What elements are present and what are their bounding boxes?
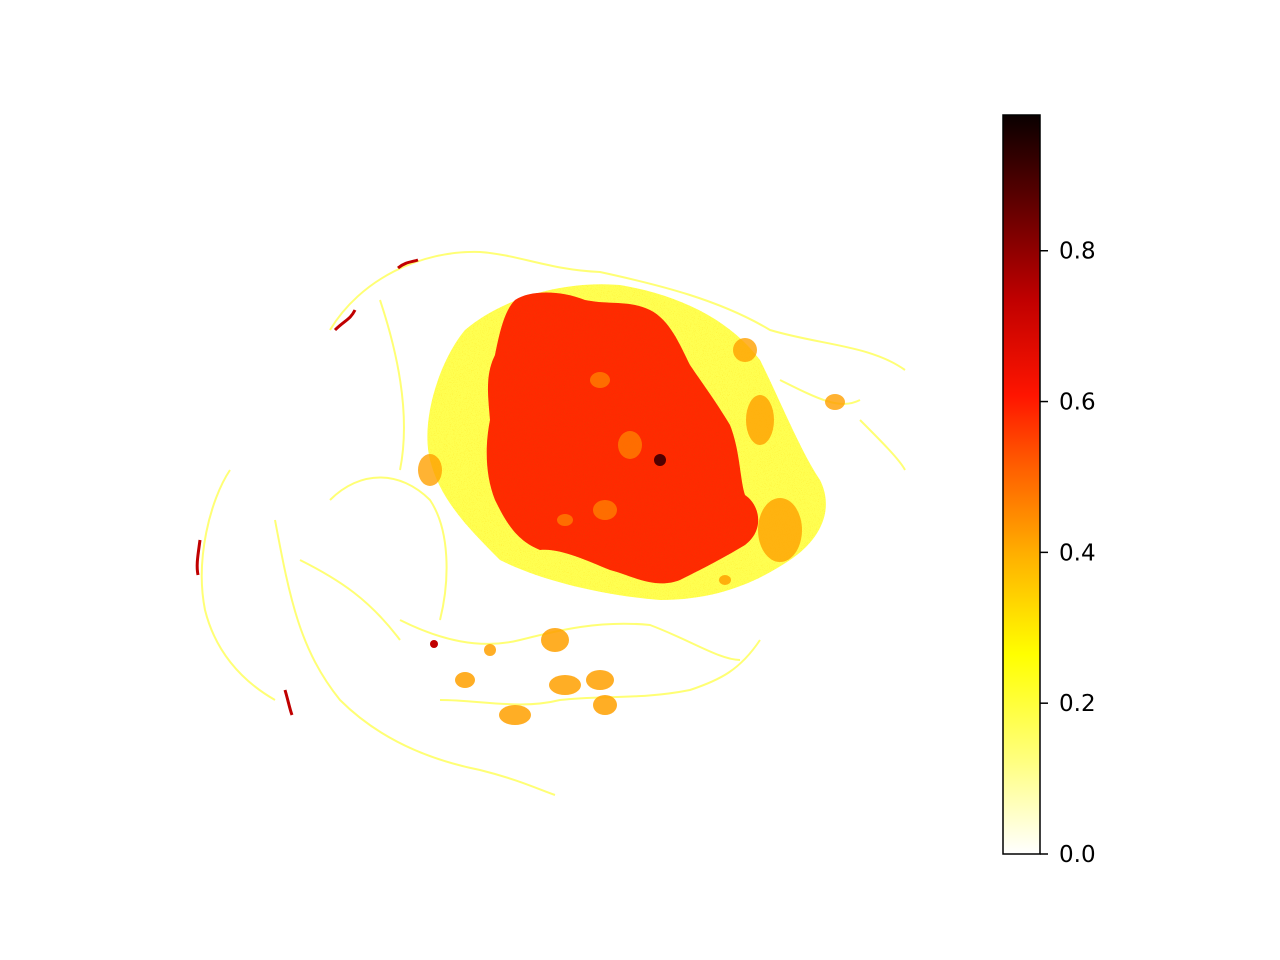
colorbar-tick-label: 0.8 bbox=[1059, 239, 1096, 265]
core-pockets bbox=[557, 372, 642, 526]
lower-nodules bbox=[455, 575, 731, 725]
colorbar-tick-label: 0.0 bbox=[1059, 842, 1096, 868]
colorbar-tick-label: 0.6 bbox=[1059, 390, 1096, 416]
colorbar-tick-label: 0.4 bbox=[1059, 540, 1096, 566]
edge-fragments bbox=[195, 258, 419, 716]
colorbar-ticks: 0.0 0.2 0.4 0.6 0.8 bbox=[1040, 239, 1096, 868]
heatmap-image bbox=[195, 250, 906, 796]
colorbar-gradient bbox=[1003, 115, 1040, 854]
core-dark-spot bbox=[654, 454, 666, 466]
colorbar: 0.0 0.2 0.4 0.6 0.8 bbox=[1002, 114, 1096, 868]
rim-orange-patches bbox=[418, 338, 845, 562]
colorbar-tick-label: 0.2 bbox=[1059, 691, 1096, 717]
colorbar-frame bbox=[1002, 114, 1041, 855]
